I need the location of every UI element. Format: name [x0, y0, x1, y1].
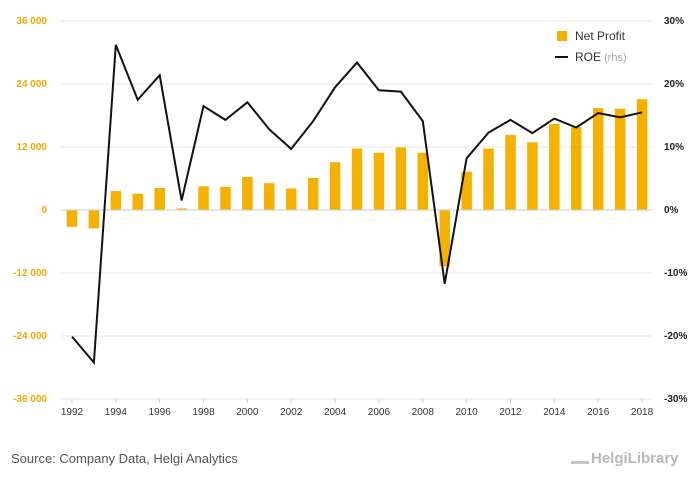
x-tick-label: 2014: [543, 407, 566, 418]
bar-net-profit-1995: [132, 193, 143, 210]
x-tick-label: 2010: [456, 407, 479, 418]
x-axis-ticks: 1992 1994 1996 1998 2000 2002 2004 2006 2008 2010…: [61, 399, 654, 418]
bar-net-profit-1994: [110, 191, 122, 210]
bar-net-profit-2014: [549, 123, 560, 210]
x-tick-label: 1998: [192, 407, 215, 418]
x-tick-label: 2018: [631, 407, 654, 418]
bar-net-profit-2003: [307, 177, 319, 210]
bar-net-profit-2018: [636, 99, 648, 210]
source-note: Source: Company Data, Helgi Analytics: [11, 451, 238, 466]
legend: Net Profit ROE (rhs): [555, 29, 627, 64]
bar-net-profit-1993: [88, 210, 100, 229]
bar-net-profit-2015: [571, 127, 582, 210]
right-tick-label: -20%: [664, 331, 687, 342]
x-tick-label: 1992: [61, 407, 84, 418]
right-tick-label: 20%: [664, 79, 684, 90]
bar-net-profit-2009: [439, 210, 450, 267]
chart: 36 000 24 000 12 000 0 -12 000 -24 000 -36 000…: [13, 16, 687, 418]
left-tick-label: 36 000: [16, 16, 47, 27]
legend-label-roe: ROE: [575, 50, 601, 64]
bar-net-profit-2013: [527, 142, 538, 210]
x-tick-label: 2006: [368, 407, 391, 418]
bar-net-profit-2004: [329, 162, 341, 210]
bar-net-profit-1997: [176, 208, 187, 210]
right-tick-label: 10%: [664, 142, 684, 153]
bar-net-profit-1998: [198, 186, 209, 210]
roe-line: [71, 44, 643, 366]
bar-net-profit-2005: [351, 148, 363, 210]
left-tick-label: 12 000: [16, 142, 47, 153]
bar-net-profit-2002: [285, 188, 297, 210]
right-tick-label: 0%: [664, 205, 679, 216]
x-tick-label: 2016: [587, 407, 610, 418]
net-profit-bars: [66, 99, 648, 267]
x-tick-label: 2004: [324, 407, 347, 418]
x-tick-label: 2000: [236, 407, 259, 418]
bar-net-profit-2017: [614, 108, 626, 210]
bar-net-profit-1996: [154, 187, 165, 210]
left-tick-label: -12 000: [13, 268, 47, 279]
legend-label-net-profit: Net Profit: [575, 29, 626, 43]
right-tick-label: -30%: [664, 394, 687, 405]
bar-net-profit-2010: [461, 171, 472, 210]
left-tick-label: 0: [41, 205, 47, 216]
helgi-library-logo: HelgiLibrary: [571, 449, 679, 467]
bar-net-profit-2007: [395, 147, 407, 210]
right-tick-label: 30%: [664, 16, 684, 27]
x-tick-label: 2008: [412, 407, 435, 418]
bar-net-profit-1992: [66, 210, 78, 227]
x-tick-label: 2002: [280, 407, 303, 418]
brand-name: HelgiLibrary: [591, 450, 679, 467]
bar-net-profit-2016: [592, 108, 604, 210]
legend-label-roe-suffix: (rhs): [604, 52, 627, 64]
bar-net-profit-2012: [505, 134, 516, 210]
legend-swatch-net-profit: [557, 31, 567, 41]
bar-net-profit-2008: [417, 152, 429, 210]
left-axis-ticks: 36 000 24 000 12 000 0 -12 000 -24 000 -36 000: [13, 16, 47, 405]
x-tick-label: 1996: [149, 407, 172, 418]
bar-net-profit-2006: [373, 152, 385, 210]
bar-net-profit-2000: [242, 176, 253, 210]
x-tick-label: 2012: [499, 407, 522, 418]
library-icon: [571, 449, 589, 464]
bar-net-profit-1999: [220, 186, 231, 210]
left-tick-label: -24 000: [13, 331, 47, 342]
left-tick-label: -36 000: [13, 394, 47, 405]
bar-net-profit-2011: [483, 148, 494, 210]
bar-net-profit-2001: [264, 183, 275, 210]
right-axis-ticks: 30% 20% 10% 0% -10% -20% -30%: [664, 16, 687, 405]
left-tick-label: 24 000: [16, 79, 47, 90]
x-tick-label: 1994: [105, 407, 128, 418]
right-tick-label: -10%: [664, 268, 687, 279]
